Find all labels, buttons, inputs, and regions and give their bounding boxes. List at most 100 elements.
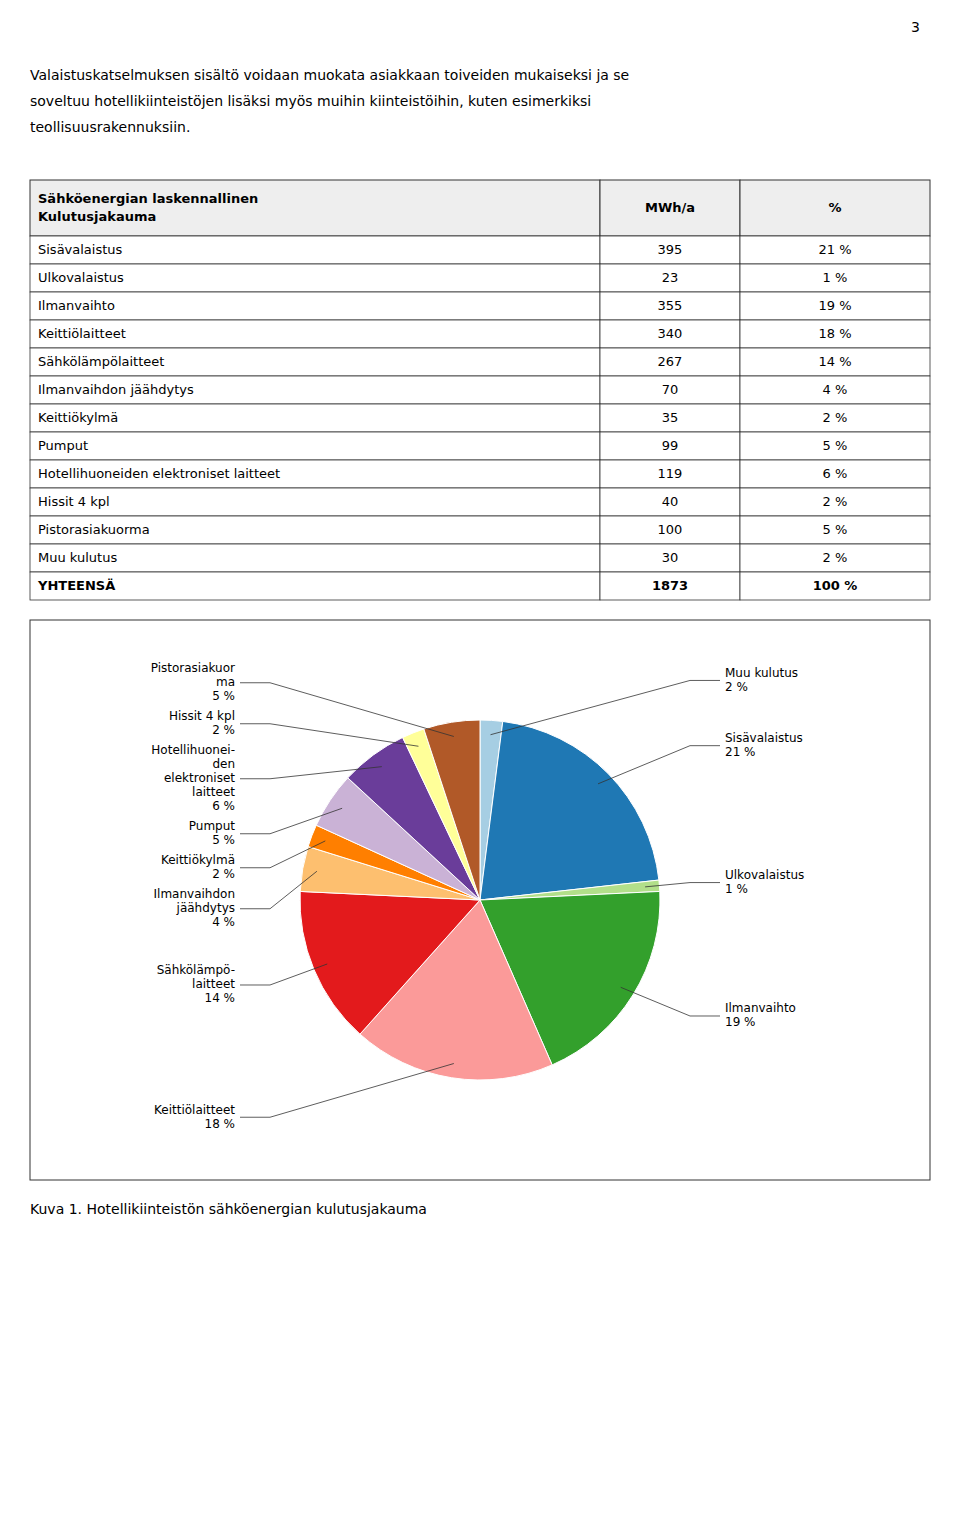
table-header-text: Sähköenergian laskennallinenKulutusjakau… [38,191,258,224]
table-cell [600,404,740,432]
pie-frame [30,620,930,1180]
caption: Kuva 1. Hotellikiinteistön sähköenergian… [30,1201,427,1217]
data-label: 18 % [205,1117,236,1131]
leader-line [240,841,325,868]
table-cell-text: Muu kulutus [38,550,117,565]
table-cell [600,320,740,348]
table-cell [600,264,740,292]
table-cell [30,572,600,600]
table-cell [740,488,930,516]
category-label: Ulkovalaistus [725,868,804,882]
table-header-cell [740,180,930,236]
category-label: Ilmanvaihto [725,1001,796,1015]
pie-labels: Muu kulutus2 %Sisävalaistus21 %Ulkovalai… [151,661,805,1130]
table-cell [600,516,740,544]
category-label: Hotellihuonei-denelektronisetlaitteet [151,743,235,799]
leader-line [598,746,720,784]
category-label: Pistorasiakuorma [151,661,235,689]
table-cell-text: Ilmanvaihto [38,298,115,313]
table-cell [30,516,600,544]
table-cell [30,264,600,292]
table-cell-text: Keittiölaitteet [38,326,126,341]
table-cell-text: 21 % [818,242,851,257]
table-cell [30,376,600,404]
table-cell [600,432,740,460]
table-cell-text: 267 [658,354,683,369]
table-cell [30,320,600,348]
table-cell [30,432,600,460]
table-cell-text: 35 [662,410,679,425]
background [0,0,960,1531]
data-label: 21 % [725,745,756,759]
leader-line [240,724,418,746]
category-label: Hissit 4 kpl [169,709,235,723]
table-cell-text: 1873 [652,578,688,593]
data-label: 19 % [725,1015,756,1029]
table-cell [740,516,930,544]
table-cell [740,292,930,320]
table-cell [30,236,600,264]
leader-line [621,987,720,1016]
table-cell [740,460,930,488]
table-cell-text: Pistorasiakuorma [38,522,150,537]
leader-line [645,883,720,887]
table-cell [30,348,600,376]
table-cell-text: Sisävalaistus [38,242,123,257]
data-label: 5 % [212,689,235,703]
leader-line [240,1064,454,1118]
leader-line [240,871,317,909]
category-label: Sisävalaistus [725,731,803,745]
table-cell [740,572,930,600]
table-cell [740,320,930,348]
table-cell-text: Hissit 4 kpl [38,494,110,509]
page-number: 3 [911,19,920,35]
table-cell [30,404,600,432]
table-cell [740,404,930,432]
table: Sähköenergian laskennallinenKulutusjakau… [30,180,930,600]
paragraph-line: Valaistuskatselmuksen sisältö voidaan mu… [30,67,629,83]
table-cell-text: YHTEENSÄ [37,578,115,593]
table-cell-text: 19 % [818,298,851,313]
table-cell-text: 70 [662,382,679,397]
table-header-text: % [828,200,841,215]
table-cell-text: Pumput [38,438,88,453]
category-label: Pumput [189,819,236,833]
pie-slice [300,891,480,1034]
paragraph-line: teollisuusrakennuksiin. [30,119,190,135]
category-label: Muu kulutus [725,666,798,680]
table-cell-text: Sähkölämpölaitteet [38,354,164,369]
table-cell [600,544,740,572]
table-cell [30,460,600,488]
pie: Muu kulutus2 %Sisävalaistus21 %Ulkovalai… [151,661,805,1130]
paragraph-line: soveltuu hotellikiinteistöjen lisäksi my… [30,93,591,109]
table-cell [740,544,930,572]
table-cell-text: 40 [662,494,679,509]
table-cell-text: 2 % [823,550,848,565]
table-cell-text: Keittiökylmä [38,410,118,425]
table-cell [600,572,740,600]
table-cell [600,236,740,264]
table-header-cell [600,180,740,236]
table-cell-text: 18 % [818,326,851,341]
table-cell-text: 99 [662,438,679,453]
table-cell-text: 5 % [823,438,848,453]
table-cell [30,488,600,516]
table-header-text: MWh/a [645,200,695,215]
leader-line [240,767,382,779]
data-label: 2 % [212,867,235,881]
table-cell-text: 14 % [818,354,851,369]
table-cell [600,488,740,516]
leader-line [240,683,454,737]
table-cell [740,264,930,292]
category-label: Keittiölaitteet [154,1103,235,1117]
table-cell-text: 5 % [823,522,848,537]
table-cell [600,460,740,488]
data-label: 2 % [725,680,748,694]
table-cell-text: 30 [662,550,679,565]
data-label: 1 % [725,882,748,896]
category-label: Keittiökylmä [161,853,235,867]
table-cell-text: 100 % [813,578,858,593]
table-cell [740,348,930,376]
data-label: 6 % [212,799,235,813]
table-cell-text: 1 % [823,270,848,285]
